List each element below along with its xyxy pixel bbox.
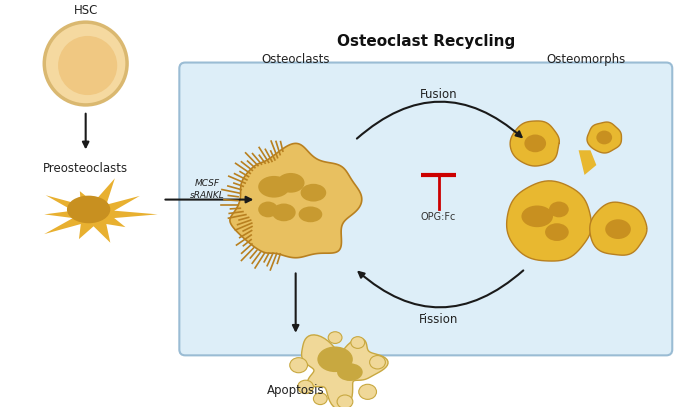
Ellipse shape <box>369 355 385 369</box>
Ellipse shape <box>272 204 295 221</box>
Polygon shape <box>579 150 596 175</box>
Text: Apoptosis: Apoptosis <box>267 384 324 397</box>
Ellipse shape <box>359 384 376 399</box>
Ellipse shape <box>299 206 322 222</box>
Ellipse shape <box>313 393 327 405</box>
Text: OPG:Fc: OPG:Fc <box>421 213 456 222</box>
Ellipse shape <box>545 223 569 241</box>
Ellipse shape <box>317 346 353 372</box>
Ellipse shape <box>258 202 278 217</box>
Text: HSC: HSC <box>73 4 98 17</box>
Ellipse shape <box>605 219 631 239</box>
Text: Preosteoclasts: Preosteoclasts <box>43 162 128 175</box>
FancyArrowPatch shape <box>357 102 521 139</box>
Polygon shape <box>230 143 362 258</box>
Ellipse shape <box>298 380 313 394</box>
Ellipse shape <box>549 202 569 217</box>
Ellipse shape <box>300 184 326 202</box>
Ellipse shape <box>290 358 308 373</box>
Ellipse shape <box>337 395 353 408</box>
Text: Osteomorphs: Osteomorphs <box>547 53 626 67</box>
Text: Fusion: Fusion <box>420 88 458 101</box>
Text: Osteoclasts: Osteoclasts <box>261 53 330 67</box>
Ellipse shape <box>521 206 553 227</box>
Ellipse shape <box>44 22 127 105</box>
Polygon shape <box>44 178 157 243</box>
Text: Osteoclast Recycling: Osteoclast Recycling <box>337 34 515 49</box>
Text: sRANKL: sRANKL <box>189 191 224 200</box>
Ellipse shape <box>337 363 363 381</box>
Ellipse shape <box>351 337 365 348</box>
Text: Fission: Fission <box>419 313 458 326</box>
Ellipse shape <box>277 173 304 193</box>
Polygon shape <box>510 121 560 166</box>
Ellipse shape <box>58 36 117 95</box>
Polygon shape <box>507 181 592 261</box>
Polygon shape <box>302 335 388 408</box>
Ellipse shape <box>525 135 546 152</box>
FancyBboxPatch shape <box>179 62 672 355</box>
Polygon shape <box>590 202 647 255</box>
Ellipse shape <box>67 196 110 223</box>
FancyArrowPatch shape <box>358 271 523 307</box>
Ellipse shape <box>258 176 290 197</box>
Ellipse shape <box>596 131 612 144</box>
Ellipse shape <box>328 332 342 344</box>
Polygon shape <box>587 122 622 153</box>
Text: MCSF: MCSF <box>194 179 220 188</box>
